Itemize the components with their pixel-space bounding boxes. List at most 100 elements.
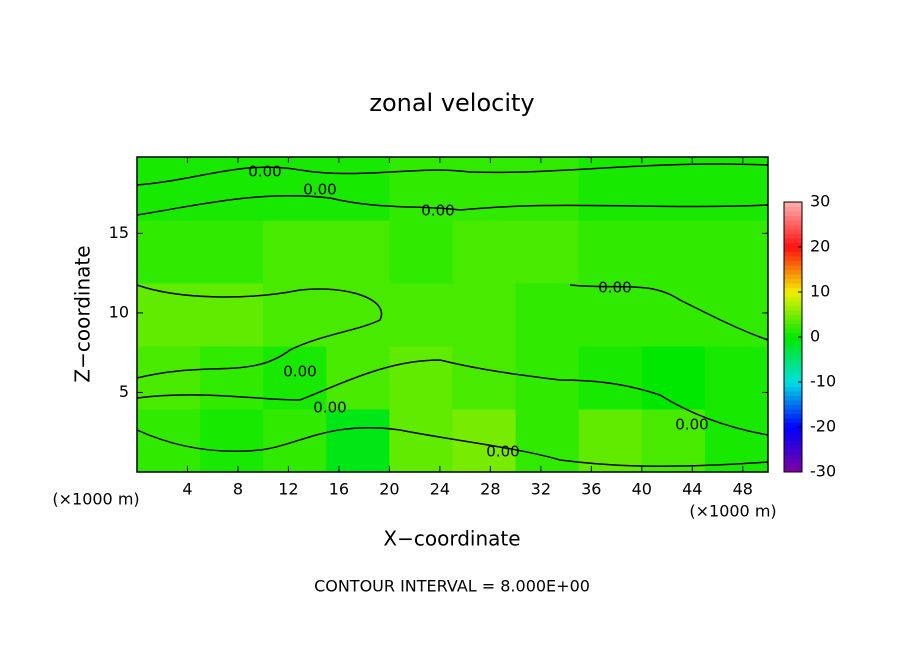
field-cell — [704, 346, 769, 410]
colorbar-segment — [784, 350, 802, 356]
y-tick-label: 10 — [109, 302, 129, 321]
contour-line — [136, 426, 769, 467]
contour-label: 0.00 — [303, 181, 336, 199]
colorbar-segment — [784, 418, 802, 423]
colorbar-tick-label: 10 — [810, 282, 830, 301]
colorbar-segment — [784, 287, 802, 293]
colorbar-segment — [784, 211, 802, 216]
x-tick-label: 20 — [379, 480, 399, 499]
colorbar-segment — [784, 373, 802, 378]
field-cell — [641, 346, 706, 410]
colorbar-segment — [784, 242, 802, 248]
colorbar-segment — [784, 256, 802, 261]
x-axis-label: X−coordinate — [383, 527, 520, 551]
field-cell — [137, 220, 201, 284]
field-cell — [137, 346, 201, 410]
contour-label: 0.00 — [283, 363, 316, 381]
colorbar-tick-label: 20 — [810, 237, 830, 256]
field-cell — [452, 346, 517, 410]
field-cell — [452, 157, 517, 221]
field-cell — [200, 409, 264, 473]
x-tick-label: 36 — [581, 480, 601, 499]
colorbar-segment — [784, 386, 802, 392]
colorbar-segment — [784, 427, 802, 432]
field-cell — [452, 283, 517, 347]
field-cell — [263, 283, 327, 347]
colorbar-segment — [784, 238, 802, 243]
colorbar-tick-label: 30 — [810, 192, 830, 211]
y-tick-label: 5 — [119, 382, 129, 401]
field-cell — [515, 409, 580, 473]
colorbar-segment — [784, 364, 802, 369]
chart-title: zonal velocity — [369, 89, 534, 117]
x-tick-label: 24 — [430, 480, 450, 499]
field-cell — [137, 409, 201, 473]
colorbar-segment — [784, 431, 802, 437]
colorbar-segment — [784, 251, 802, 257]
contour-label: 0.00 — [486, 443, 519, 461]
colorbar-segment — [784, 422, 802, 428]
field-cell — [389, 157, 453, 221]
x-unit-label: (×1000 m) — [689, 502, 776, 521]
contour-label: 0.00 — [598, 279, 631, 297]
colorbar-segment — [784, 377, 802, 383]
colorbar-segment — [784, 301, 802, 306]
field-cell — [515, 157, 580, 221]
colorbar-tick-label: -30 — [810, 462, 836, 481]
field-cell — [389, 220, 453, 284]
colorbar-segment — [784, 314, 802, 320]
colorbar-segment — [784, 355, 802, 360]
colorbar-segment — [784, 440, 802, 446]
colorbar-segment — [784, 202, 802, 207]
field-cell — [389, 346, 453, 410]
x-tick-label: 4 — [182, 480, 192, 499]
colorbar-segment — [784, 463, 802, 468]
colorbar-segment — [784, 323, 802, 329]
colorbar-segment — [784, 247, 802, 252]
contour-line — [136, 359, 769, 436]
colorbar-segment — [784, 436, 802, 441]
field-cell — [263, 220, 327, 284]
colorbar-segment — [784, 224, 802, 230]
colorbar-segment — [784, 413, 802, 419]
contour-label: 0.00 — [313, 399, 346, 417]
plot-frame — [136, 156, 769, 473]
field-cell — [200, 283, 264, 347]
colorbar-segment — [784, 467, 802, 473]
colorbar-tick-label: -10 — [810, 372, 836, 391]
colorbar-segment — [784, 337, 802, 342]
field-cell — [515, 220, 580, 284]
colorbar-segment — [784, 382, 802, 387]
colorbar-segment — [784, 283, 802, 288]
field-cell — [641, 283, 706, 347]
x-tick-label: 16 — [329, 480, 349, 499]
field-cell — [200, 220, 264, 284]
colorbar-segment — [784, 328, 802, 333]
x-tick-label: 8 — [233, 480, 243, 499]
colorbar-tick-label: -20 — [810, 417, 836, 436]
footer: CONTOUR INTERVAL = 8.000E+00 — [314, 577, 590, 596]
x-tick-label: 32 — [531, 480, 551, 499]
colorbar-segment — [784, 274, 802, 279]
colorbar-segment — [784, 445, 802, 450]
field-cell — [704, 220, 769, 284]
x-tick-label: 40 — [632, 480, 652, 499]
colorbar-segment — [784, 332, 802, 338]
colorbar-segment — [784, 449, 802, 455]
colorbar-segment — [784, 409, 802, 414]
field-cell — [704, 157, 769, 221]
colorbar-segment — [784, 404, 802, 410]
field-cell — [452, 220, 517, 284]
field-cell — [137, 157, 201, 221]
field-cell — [200, 346, 264, 410]
colorbar-segment — [784, 319, 802, 324]
field-cell — [515, 283, 580, 347]
colorbar-segment — [784, 458, 802, 464]
colorbar-segment — [784, 310, 802, 315]
colorbar-segment — [784, 395, 802, 401]
contour-label: 0.00 — [248, 163, 281, 181]
colorbar-segment — [784, 265, 802, 270]
contour-line — [569, 284, 769, 341]
field-cell — [578, 283, 643, 347]
